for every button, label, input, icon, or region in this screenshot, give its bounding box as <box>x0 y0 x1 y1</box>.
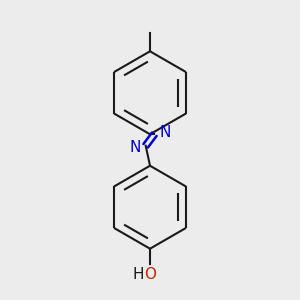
Text: H: H <box>133 267 144 282</box>
Text: N: N <box>129 140 141 154</box>
Text: N: N <box>159 125 171 140</box>
Text: O: O <box>144 267 156 282</box>
